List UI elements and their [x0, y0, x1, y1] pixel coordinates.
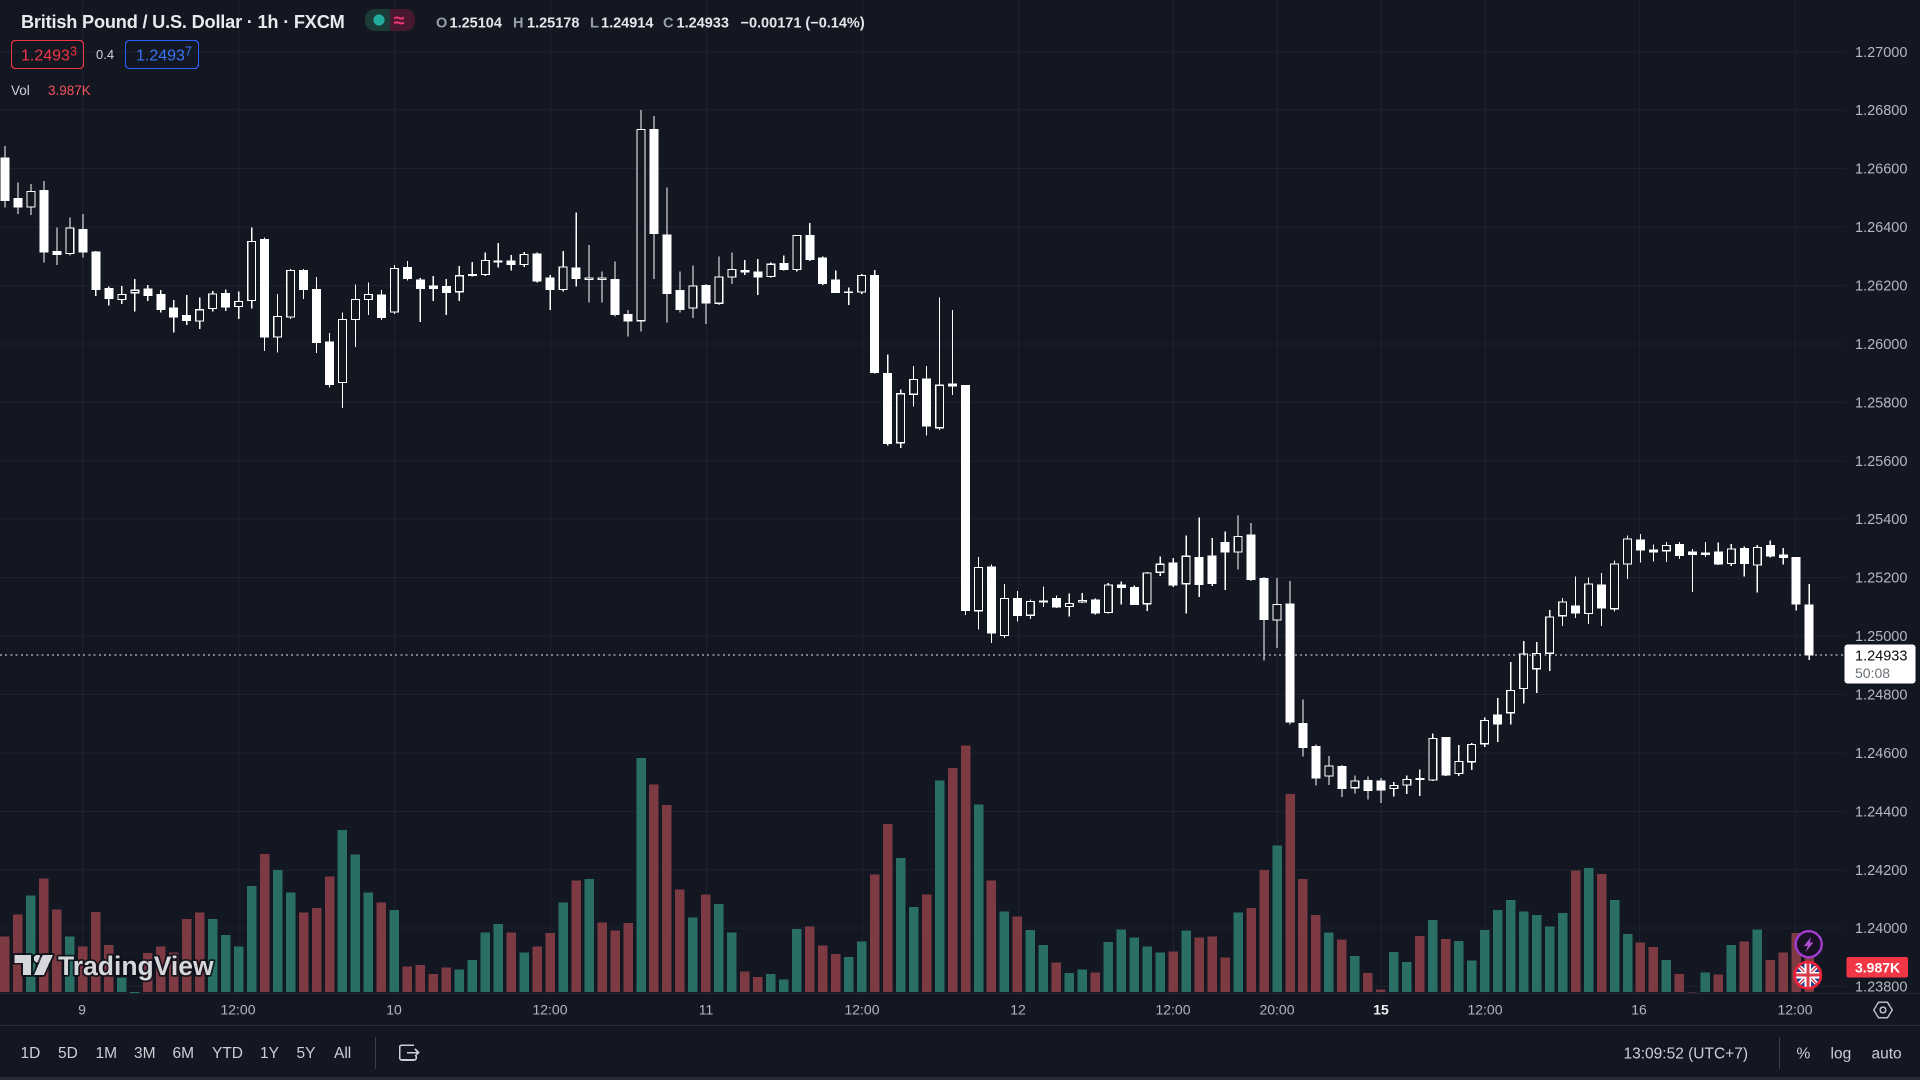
svg-text:1.25178: 1.25178: [527, 16, 579, 32]
svg-text:13:09:52 (UTC+7): 13:09:52 (UTC+7): [1624, 1046, 1749, 1063]
svg-text:16: 16: [1631, 1002, 1647, 1018]
svg-text:≈: ≈: [394, 10, 405, 32]
svg-text:3.987K: 3.987K: [48, 83, 91, 98]
svg-text:1.26000: 1.26000: [1855, 337, 1907, 353]
svg-text:H: H: [513, 16, 523, 32]
svg-text:12:00: 12:00: [1467, 1002, 1502, 1018]
svg-text:TradingView: TradingView: [58, 951, 214, 981]
svg-text:1.23800: 1.23800: [1855, 980, 1907, 996]
svg-text:1.24937: 1.24937: [136, 45, 192, 65]
svg-text:1.26200: 1.26200: [1855, 279, 1907, 295]
svg-text:%: %: [1797, 1046, 1811, 1063]
svg-text:12:00: 12:00: [1155, 1002, 1190, 1018]
svg-text:1Y: 1Y: [260, 1045, 279, 1062]
svg-text:1.24933: 1.24933: [1855, 648, 1907, 664]
svg-text:1.24800: 1.24800: [1855, 688, 1907, 704]
svg-text:1.24600: 1.24600: [1855, 746, 1907, 762]
svg-text:L: L: [590, 16, 599, 32]
svg-text:1.25800: 1.25800: [1855, 395, 1907, 411]
svg-text:YTD: YTD: [212, 1045, 243, 1062]
svg-text:12: 12: [1010, 1002, 1026, 1018]
svg-text:9: 9: [78, 1002, 86, 1018]
svg-text:0.4: 0.4: [96, 47, 114, 62]
svg-text:20:00: 20:00: [1259, 1002, 1294, 1018]
svg-text:O: O: [436, 16, 447, 32]
svg-text:1.25104: 1.25104: [450, 16, 502, 32]
svg-text:5Y: 5Y: [297, 1045, 316, 1062]
svg-text:C: C: [663, 16, 674, 32]
svg-text:6M: 6M: [173, 1045, 195, 1062]
svg-text:All: All: [334, 1045, 351, 1062]
svg-text:12:00: 12:00: [532, 1002, 567, 1018]
svg-text:log: log: [1831, 1046, 1852, 1063]
svg-text:12:00: 12:00: [220, 1002, 255, 1018]
svg-text:50:08: 50:08: [1855, 665, 1890, 681]
svg-text:auto: auto: [1872, 1046, 1902, 1063]
svg-text:1.25600: 1.25600: [1855, 454, 1907, 470]
svg-text:1D: 1D: [21, 1045, 41, 1062]
svg-text:1M: 1M: [96, 1045, 118, 1062]
svg-text:1.27000: 1.27000: [1855, 45, 1907, 61]
svg-text:1.25200: 1.25200: [1855, 571, 1907, 587]
svg-text:12:00: 12:00: [844, 1002, 879, 1018]
svg-text:1.24200: 1.24200: [1855, 863, 1907, 879]
svg-text:1.24933: 1.24933: [677, 16, 729, 32]
svg-text:1.24000: 1.24000: [1855, 921, 1907, 937]
svg-text:1.25000: 1.25000: [1855, 629, 1907, 645]
svg-text:1.26400: 1.26400: [1855, 220, 1907, 236]
svg-text:1.26600: 1.26600: [1855, 162, 1907, 178]
svg-text:1.24400: 1.24400: [1855, 804, 1907, 820]
svg-text:1.24933: 1.24933: [21, 45, 77, 65]
svg-text:10: 10: [386, 1002, 402, 1018]
svg-text:15: 15: [1373, 1002, 1389, 1018]
svg-text:3M: 3M: [134, 1045, 156, 1062]
svg-text:11: 11: [699, 1002, 714, 1018]
svg-text:−0.00171 (−0.14%): −0.00171 (−0.14%): [741, 16, 865, 32]
svg-text:1.26800: 1.26800: [1855, 103, 1907, 119]
svg-text:Vol: Vol: [11, 83, 30, 98]
svg-text:3.987K: 3.987K: [1855, 959, 1900, 975]
svg-text:1.25400: 1.25400: [1855, 512, 1907, 528]
svg-text:1.24914: 1.24914: [601, 16, 653, 32]
svg-text:5D: 5D: [58, 1045, 78, 1062]
svg-text:12:00: 12:00: [1777, 1002, 1812, 1018]
svg-text:British Pound / U.S. Dollar ·: British Pound / U.S. Dollar · 1h · FXCM: [21, 12, 345, 32]
